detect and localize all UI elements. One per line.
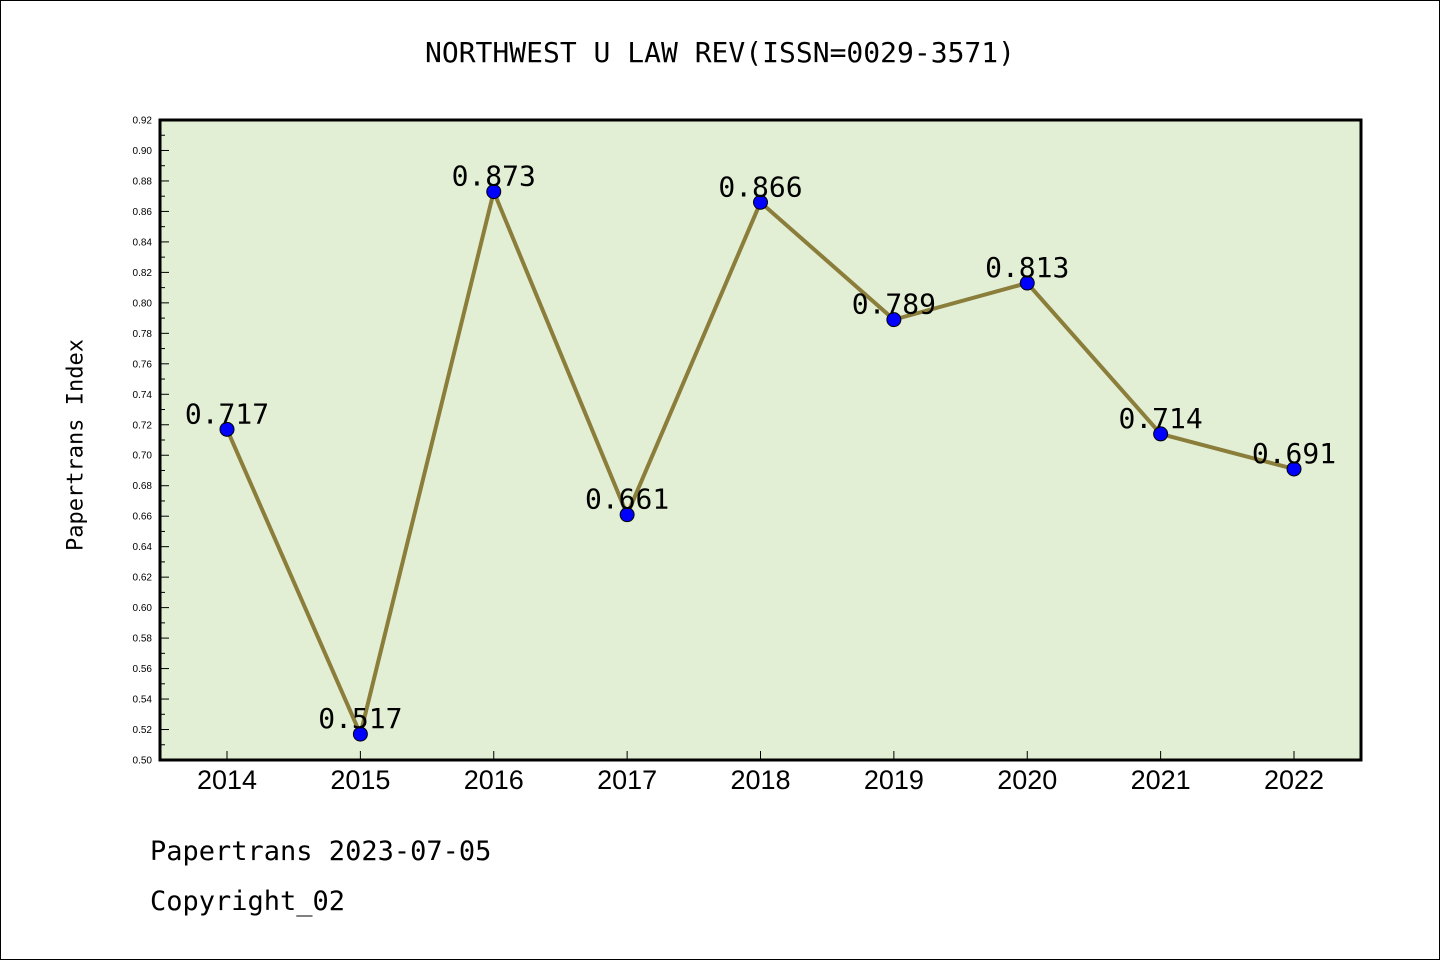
data-labels: 0.717 0.517 0.873 0.661 0.866 0.789 0.813 0.714… [185, 160, 1336, 735]
y-tick-label: 0.62 [133, 573, 153, 584]
x-tick-label: 2021 [1131, 765, 1191, 795]
data-point [352, 726, 368, 742]
y-tick-label: 0.56 [133, 664, 153, 675]
footer-copyright: Copyright_02 [150, 886, 346, 917]
y-tick-label: 0.54 [133, 695, 153, 706]
y-tick-label: 0.76 [133, 359, 153, 370]
data-markers [219, 184, 1302, 742]
chart-title: NORTHWEST U LAW REV(ISSN=0029-3571) [424, 36, 1015, 69]
data-label: 0.714 [1118, 402, 1202, 435]
y-axis: 0.50 0.52 0.54 0.56 0.58 0.60 0.62 0.64 0.66 0.68… [133, 116, 169, 767]
y-tick-label: 0.90 [133, 146, 153, 157]
data-point [886, 312, 902, 328]
x-tick-label: 2019 [864, 765, 924, 795]
x-tick-label: 2022 [1264, 765, 1324, 795]
x-axis: 2014 2015 2016 2017 2018 2019 2020 2021 2022 [197, 751, 1324, 795]
data-point [1153, 426, 1169, 442]
data-point [219, 421, 235, 437]
y-tick-label: 0.82 [133, 268, 153, 279]
data-point [486, 184, 502, 200]
y-tick-label: 0.68 [133, 481, 153, 492]
y-tick-label: 0.50 [133, 756, 153, 767]
y-tick-label: 0.92 [133, 116, 153, 127]
y-tick-label: 0.58 [133, 634, 153, 645]
data-point [1019, 275, 1035, 291]
data-label: 0.691 [1252, 437, 1336, 470]
data-point [1286, 461, 1302, 477]
y-tick-label: 0.78 [133, 329, 153, 340]
x-tick-label: 2015 [330, 765, 390, 795]
y-tick-label: 0.74 [133, 390, 153, 401]
y-tick-label: 0.84 [133, 237, 153, 248]
data-label: 0.717 [185, 397, 269, 430]
y-tick-label: 0.60 [133, 603, 153, 614]
x-tick-label: 2017 [597, 765, 657, 795]
data-point [753, 194, 768, 210]
x-tick-label: 2016 [464, 765, 524, 795]
data-label: 0.661 [585, 483, 669, 516]
data-label: 0.517 [318, 702, 402, 735]
data-point [619, 507, 635, 523]
data-label: 0.866 [718, 170, 802, 203]
data-label: 0.789 [852, 288, 936, 321]
y-tick-label: 0.72 [133, 420, 153, 431]
y-tick-label: 0.64 [133, 542, 153, 553]
y-tick-label: 0.70 [133, 451, 153, 462]
y-tick-label: 0.88 [133, 176, 153, 187]
x-tick-label: 2014 [197, 765, 257, 795]
y-tick-label: 0.80 [133, 298, 153, 309]
data-label: 0.873 [452, 160, 536, 193]
y-tick-label: 0.66 [133, 512, 153, 523]
y-tick-label: 0.52 [133, 725, 153, 736]
data-label: 0.813 [985, 251, 1069, 284]
x-tick-label: 2020 [997, 765, 1057, 795]
footer-date: Papertrans 2023-07-05 [150, 836, 492, 867]
y-tick-label: 0.86 [133, 207, 153, 218]
x-tick-label: 2018 [730, 765, 790, 795]
